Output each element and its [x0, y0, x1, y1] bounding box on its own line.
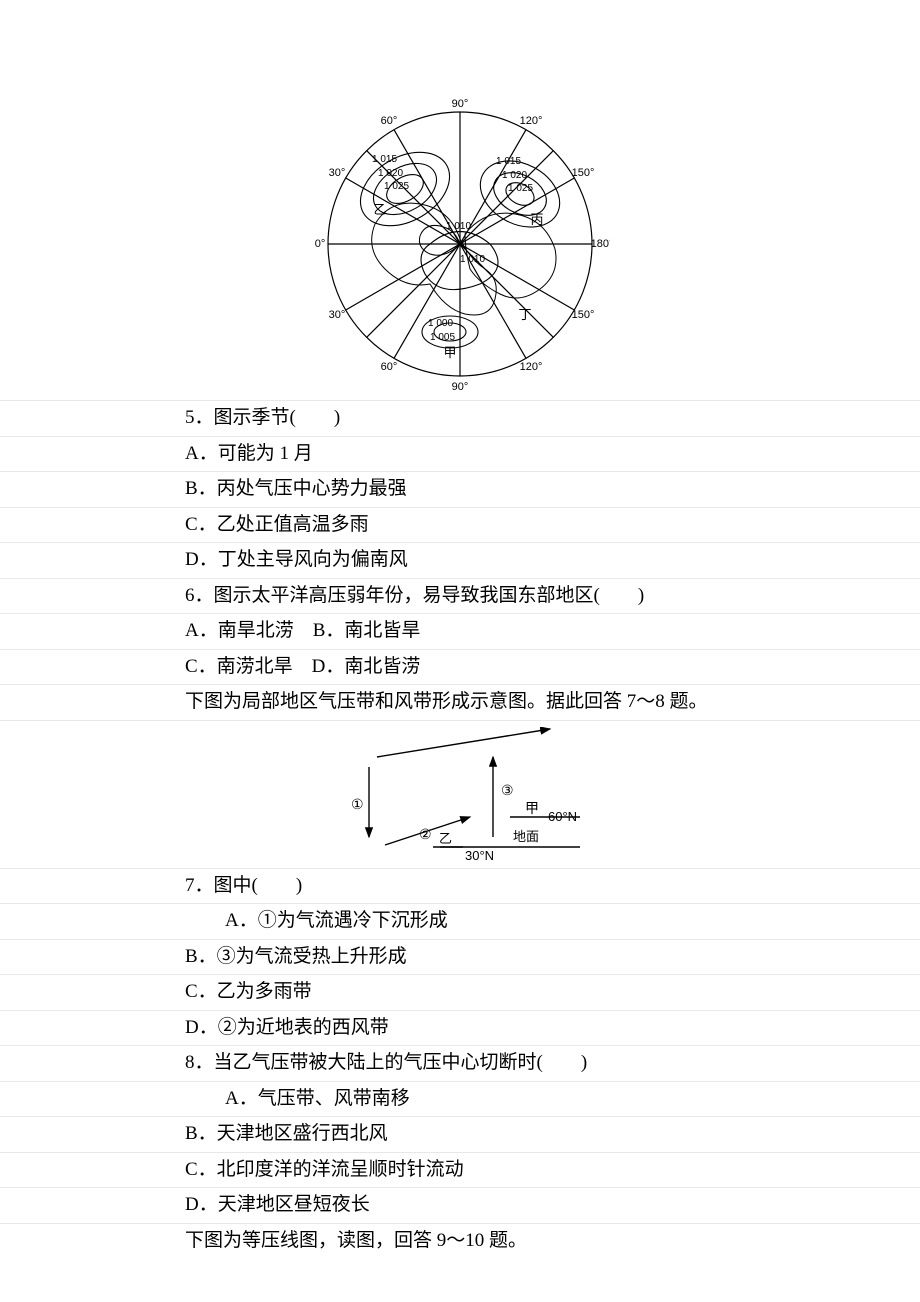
svg-text:90°: 90°	[452, 381, 469, 393]
q7-optD: D．②为近地表的西风带	[185, 1014, 389, 1043]
svg-text:60°: 60°	[381, 115, 398, 127]
figure-1-polar-map: 90° 120° 150° 180° 150° 120° 90° 60° 30°…	[310, 94, 610, 394]
svg-text:③: ③	[501, 782, 514, 798]
q7-optC: C．乙为多雨带	[185, 978, 312, 1007]
svg-text:1 020: 1 020	[502, 170, 527, 181]
q7-stem: 7．图中( )	[185, 872, 302, 901]
svg-text:1 025: 1 025	[508, 183, 533, 194]
svg-text:1 010: 1 010	[446, 221, 471, 232]
q5-stem-row: 5．图示季节( )	[0, 401, 920, 437]
q5-optD-row: D．丁处主导风向为偏南风	[0, 543, 920, 579]
q8-stem-row: 8．当乙气压带被大陆上的气压中心切断时( )	[0, 1046, 920, 1082]
q8-optB: B．天津地区盛行西北风	[185, 1120, 388, 1149]
q8-optC-row: C．北印度洋的洋流呈顺时针流动	[0, 1153, 920, 1189]
q7-optB-row: B．③为气流受热上升形成	[0, 940, 920, 976]
svg-text:30°: 30°	[329, 309, 346, 321]
q6-optAB-row: A．南旱北涝 B．南北皆旱	[0, 614, 920, 650]
q5-optA-row: A．可能为 1 月	[0, 437, 920, 473]
svg-text:60°N: 60°N	[548, 809, 577, 824]
q5-optC: C．乙处正值高温多雨	[185, 511, 369, 540]
q8-optA: A．气压带、风带南移	[225, 1085, 410, 1114]
svg-text:1 025: 1 025	[384, 181, 409, 192]
figure-1-wrap: 90° 120° 150° 180° 150° 120° 90° 60° 30°…	[0, 90, 920, 401]
q7-optC-row: C．乙为多雨带	[0, 975, 920, 1011]
q8-optB-row: B．天津地区盛行西北风	[0, 1117, 920, 1153]
figure-2-wrap: ① ② ③ 甲 乙 地面 60°N 30°N	[0, 721, 920, 869]
q5-stem: 5．图示季节( )	[185, 404, 340, 433]
q6-stem-row: 6．图示太平洋高压弱年份，易导致我国东部地区( )	[0, 579, 920, 615]
q5-optB-row: B．丙处气压中心势力最强	[0, 472, 920, 508]
q6-optAB: A．南旱北涝 B．南北皆旱	[185, 617, 420, 646]
intro-78-row: 下图为局部地区气压带和风带形成示意图。据此回答 7～8 题。	[0, 685, 920, 721]
svg-text:1 015: 1 015	[372, 154, 397, 165]
svg-text:乙: 乙	[373, 202, 386, 217]
q7-stem-row: 7．图中( )	[0, 869, 920, 905]
page-container: 90° 120° 150° 180° 150° 120° 90° 60° 30°…	[0, 90, 920, 1258]
svg-text:丙: 丙	[530, 212, 543, 227]
q7-optA-row: A．①为气流遇冷下沉形成	[0, 904, 920, 940]
svg-text:丁: 丁	[518, 307, 531, 322]
svg-text:150°: 150°	[572, 167, 595, 179]
q8-stem: 8．当乙气压带被大陆上的气压中心切断时( )	[185, 1049, 587, 1078]
figure-2-circulation: ① ② ③ 甲 乙 地面 60°N 30°N	[325, 727, 595, 862]
svg-text:30°: 30°	[329, 167, 346, 179]
svg-text:1 015: 1 015	[496, 156, 521, 167]
svg-text:甲: 甲	[525, 800, 539, 816]
q8-optA-row: A．气压带、风带南移	[0, 1082, 920, 1118]
svg-text:150°: 150°	[572, 309, 595, 321]
q7-optB: B．③为气流受热上升形成	[185, 943, 407, 972]
q8-optC: C．北印度洋的洋流呈顺时针流动	[185, 1156, 464, 1185]
q8-optD: D．天津地区昼短夜长	[185, 1191, 370, 1220]
svg-text:②: ②	[419, 826, 432, 842]
svg-text:乙: 乙	[439, 831, 452, 846]
svg-text:90°: 90°	[452, 98, 469, 110]
svg-text:1 010: 1 010	[460, 254, 485, 265]
intro-78: 下图为局部地区气压带和风带形成示意图。据此回答 7～8 题。	[185, 688, 708, 717]
intro-910-row: 下图为等压线图，读图，回答 9～10 题。	[0, 1224, 920, 1259]
q8-optD-row: D．天津地区昼短夜长	[0, 1188, 920, 1224]
svg-text:①: ①	[351, 796, 364, 812]
svg-text:180°: 180°	[591, 238, 610, 250]
q5-optC-row: C．乙处正值高温多雨	[0, 508, 920, 544]
svg-text:120°: 120°	[520, 115, 543, 127]
svg-text:60°: 60°	[381, 361, 398, 373]
svg-text:地面: 地面	[513, 829, 539, 844]
intro-910: 下图为等压线图，读图，回答 9～10 题。	[185, 1227, 527, 1256]
svg-text:30°N: 30°N	[465, 848, 494, 862]
q7-optD-row: D．②为近地表的西风带	[0, 1011, 920, 1047]
svg-text:120°: 120°	[520, 361, 543, 373]
svg-text:1 000: 1 000	[428, 318, 453, 329]
q7-optA: A．①为气流遇冷下沉形成	[225, 907, 448, 936]
q5-optD: D．丁处主导风向为偏南风	[185, 546, 408, 575]
svg-text:甲: 甲	[443, 345, 456, 360]
svg-text:1 020: 1 020	[378, 168, 403, 179]
svg-text:1 005: 1 005	[430, 332, 455, 343]
q6-stem: 6．图示太平洋高压弱年份，易导致我国东部地区( )	[185, 582, 644, 611]
svg-text:0°: 0°	[315, 238, 326, 250]
q6-optCD: C．南涝北旱 D．南北皆涝	[185, 653, 420, 682]
q5-optA: A．可能为 1 月	[185, 440, 313, 469]
q6-optCD-row: C．南涝北旱 D．南北皆涝	[0, 650, 920, 686]
q5-optB: B．丙处气压中心势力最强	[185, 475, 407, 504]
